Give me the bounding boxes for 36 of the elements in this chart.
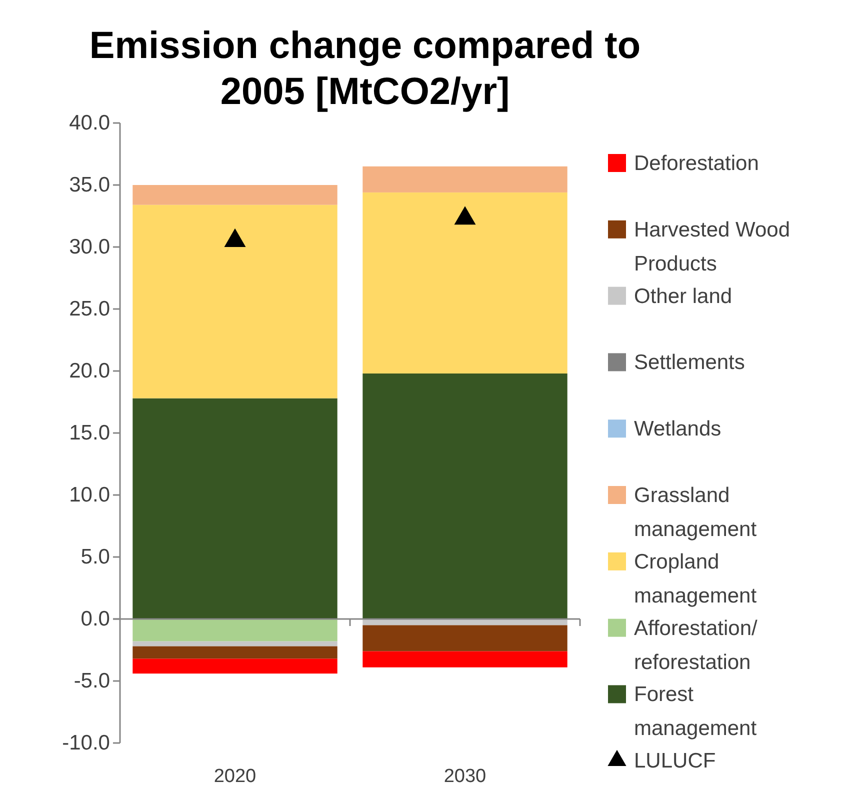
x-tick-label: 2020 (214, 766, 256, 787)
bar (362, 373, 568, 619)
y-tick-label: -5.0 (74, 670, 110, 692)
bar (362, 192, 568, 374)
y-tick-label: 15.0 (69, 422, 110, 444)
bar (362, 625, 568, 652)
y-tick-label: 10.0 (69, 484, 110, 506)
bar (132, 185, 338, 205)
bar (132, 646, 338, 659)
bar (132, 398, 338, 619)
legend-label: Forest management (634, 682, 757, 740)
bar (132, 619, 338, 642)
y-tick-label: 20.0 (69, 360, 110, 382)
bar (362, 166, 568, 192)
legend-label: Harvested Wood Products (634, 218, 790, 275)
x-tick-label: 2030 (444, 766, 486, 787)
bar (132, 204, 338, 398)
bar (362, 651, 568, 668)
bar (132, 658, 338, 674)
y-tick-label: 0.0 (80, 608, 110, 630)
legend-label: Grassland management (634, 484, 757, 540)
y-tick-label: -10.0 (62, 732, 110, 754)
y-tick-label: 5.0 (80, 546, 110, 568)
legend-label: Wetlands (634, 417, 722, 440)
legend-label: Settlements (634, 350, 745, 374)
bar (132, 641, 338, 646)
y-tick-label: 40.0 (69, 112, 110, 134)
legend-label: Other land (634, 284, 732, 308)
y-tick-label: 25.0 (69, 298, 110, 320)
chart-title: Emission change compared to 2005 [MtCO2/yr] (89, 25, 641, 113)
y-tick-label: 30.0 (69, 236, 110, 258)
legend-label: Afforestation/ reforestation (634, 616, 758, 674)
legend-label: Deforestation (634, 152, 759, 174)
legend-label: LULUCF (634, 749, 716, 772)
y-tick-label: 35.0 (69, 174, 110, 196)
legend-label: Cropland management (634, 550, 757, 607)
